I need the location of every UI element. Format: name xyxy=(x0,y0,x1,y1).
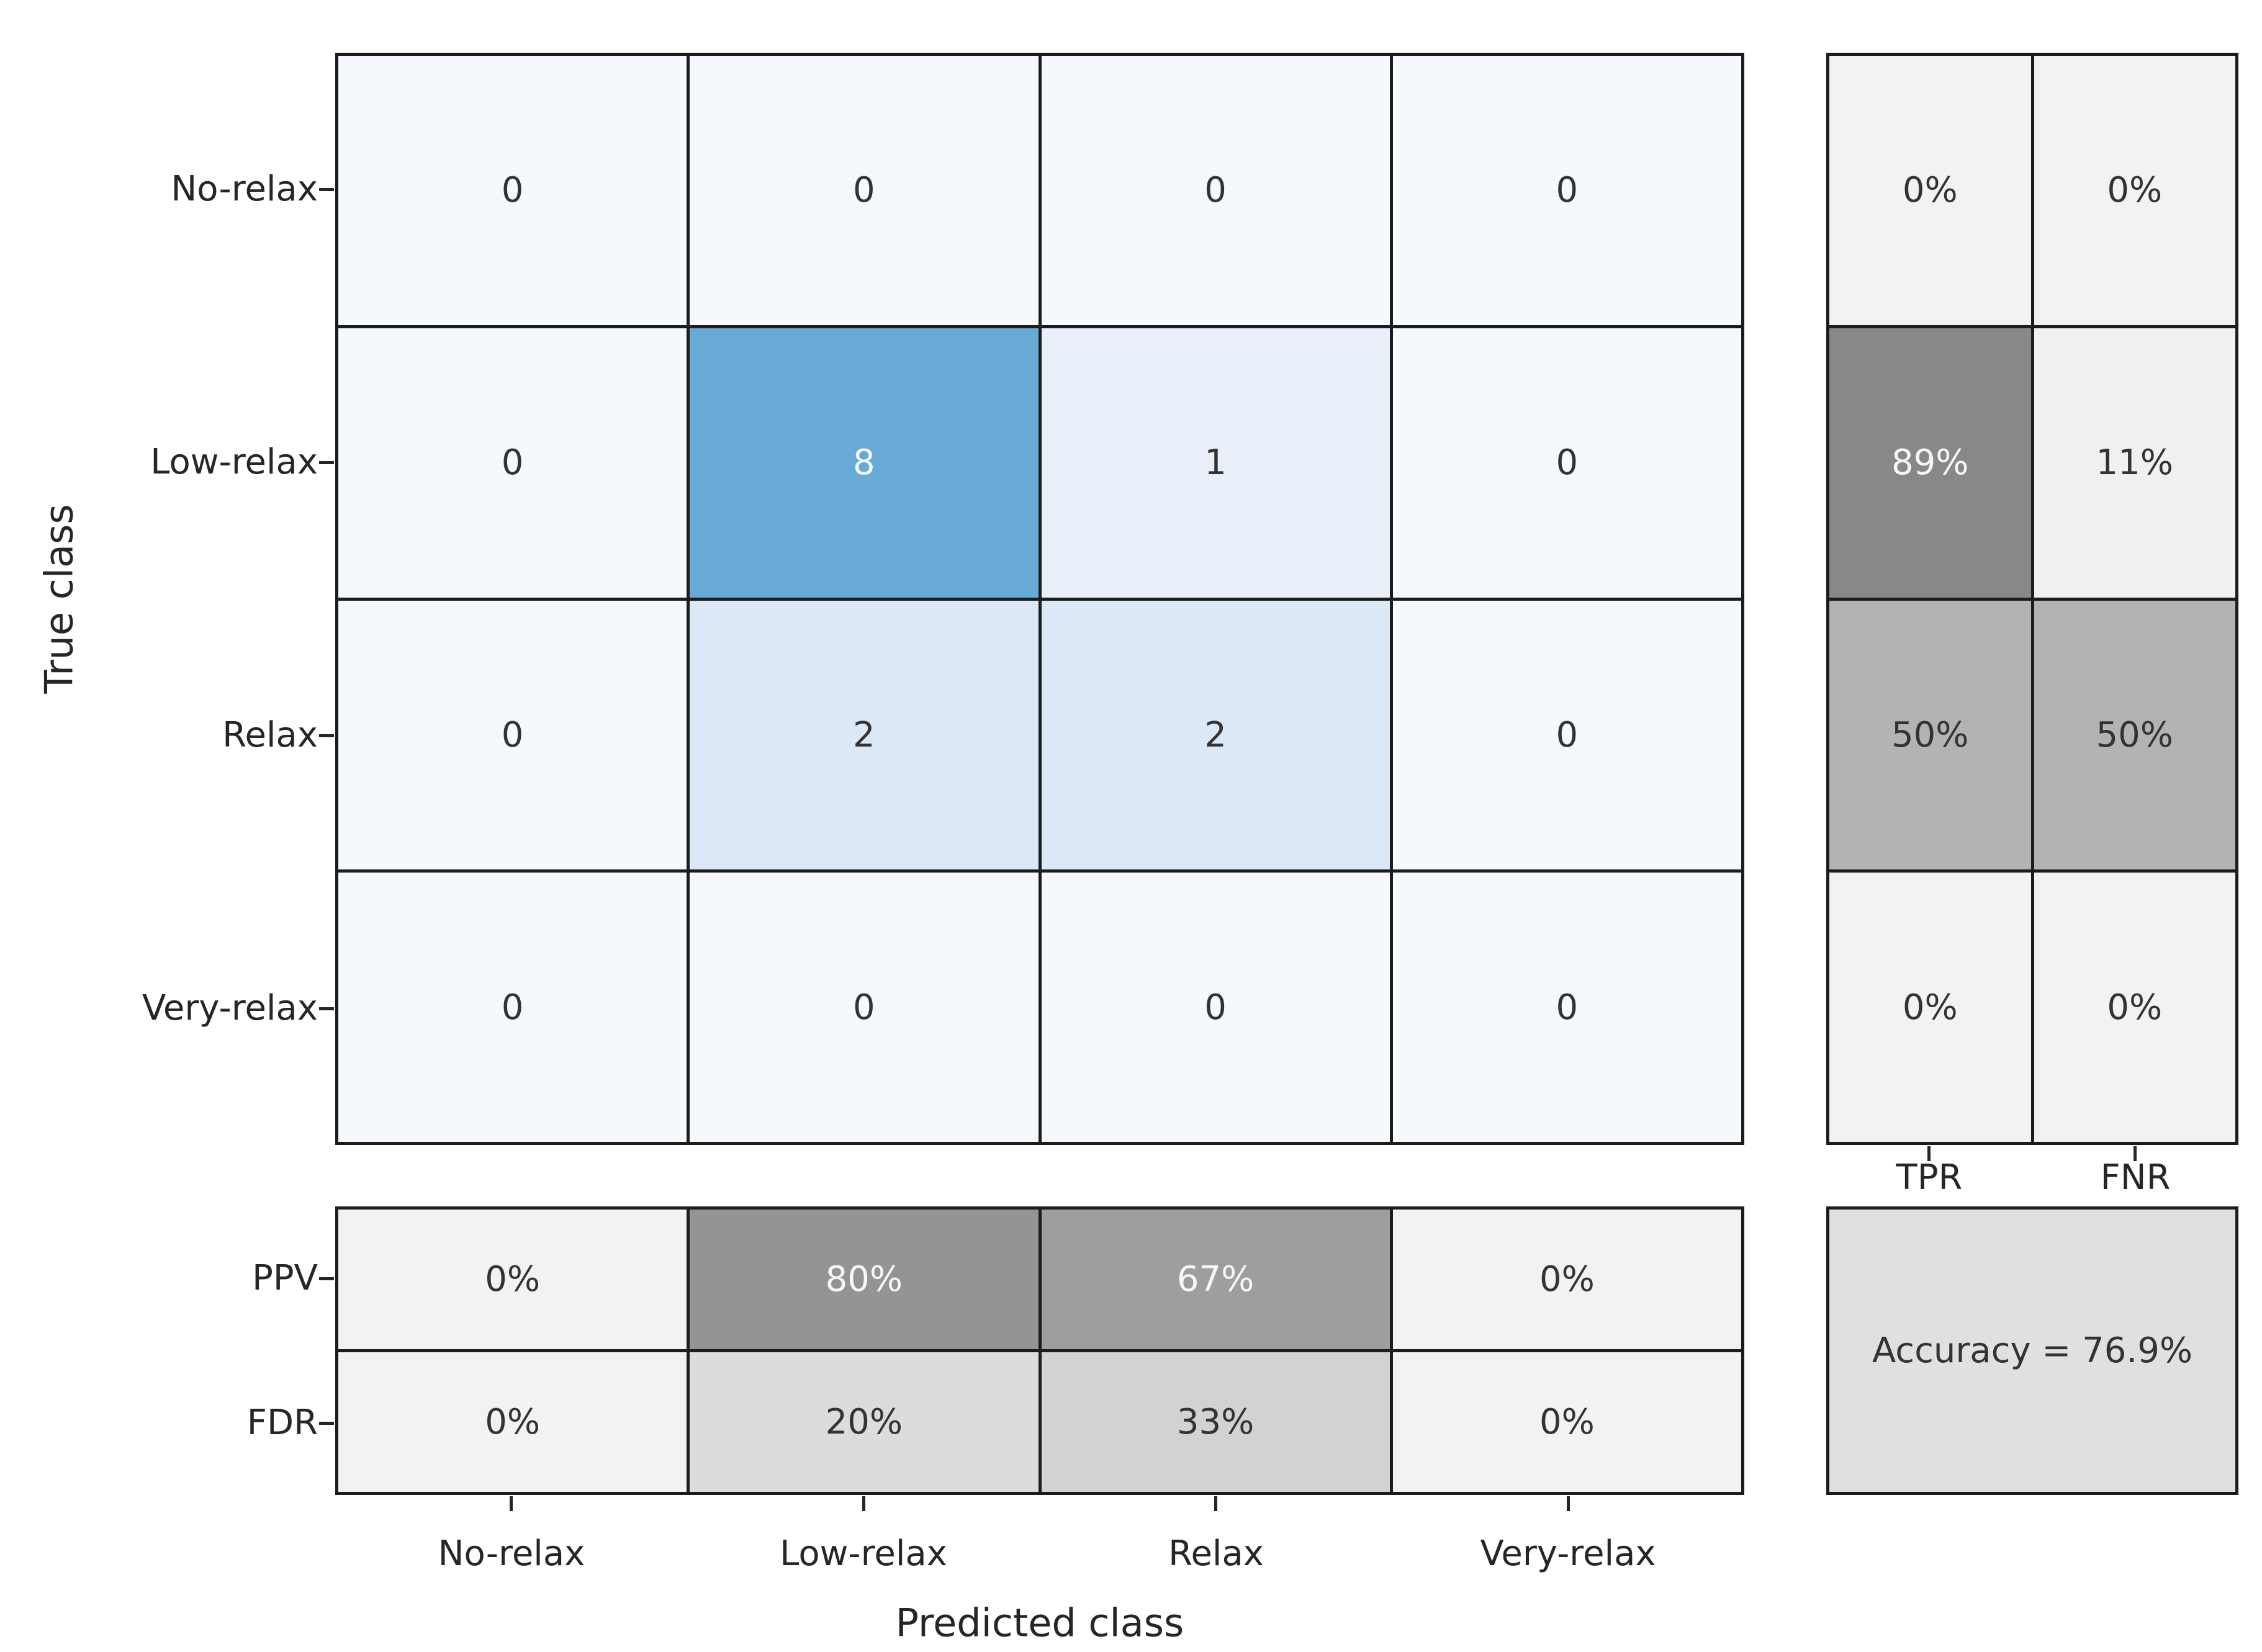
fdr-cell-c3: 0% xyxy=(1392,1352,1741,1492)
fdr-tick-mark xyxy=(319,1422,334,1425)
fnr-tick-mark xyxy=(2134,1146,2137,1161)
x-tick-label-relax: Relax xyxy=(1168,1533,1264,1574)
fnr-cell-r2: 50% xyxy=(2034,600,2235,870)
cm-cell-r3-c3: 0 xyxy=(1392,873,1741,1142)
tpr-cell-r3: 0% xyxy=(1829,873,2031,1142)
fdr-cell-c2: 33% xyxy=(1041,1352,1390,1492)
ppv-tick-mark xyxy=(319,1277,334,1280)
cm-cell-r1-c2: 1 xyxy=(1041,328,1390,598)
fdr-row-label: FDR xyxy=(246,1403,318,1443)
y-axis-title: True class xyxy=(36,504,82,694)
y-tick-mark xyxy=(319,734,334,737)
ppv-cell-c3: 0% xyxy=(1392,1210,1741,1349)
tpr-fnr-panel: 0% 0% 89% 11% 50% 50% 0% 0% xyxy=(1826,53,2238,1145)
cm-cell-r1-c3: 0 xyxy=(1392,328,1741,598)
y-tick-mark xyxy=(319,461,334,464)
x-tick-mark xyxy=(862,1496,865,1511)
tpr-cell-r2: 50% xyxy=(1829,600,2031,870)
tpr-tick-mark xyxy=(1927,1146,1931,1161)
cm-cell-r3-c1: 0 xyxy=(690,873,1039,1142)
cm-cell-r0-c1: 0 xyxy=(690,56,1039,325)
ppv-row-label: PPV xyxy=(252,1258,318,1298)
y-tick-label-very-relax: Very-relax xyxy=(142,988,318,1028)
x-tick-mark xyxy=(1567,1496,1570,1511)
cm-cell-r2-c3: 0 xyxy=(1392,600,1741,870)
x-tick-mark xyxy=(510,1496,513,1511)
y-tick-mark xyxy=(319,1007,334,1010)
y-tick-label-low-relax: Low-relax xyxy=(150,442,318,482)
x-tick-label-low-relax: Low-relax xyxy=(780,1533,947,1574)
cm-cell-r0-c3: 0 xyxy=(1392,56,1741,325)
cm-cell-r1-c0: 0 xyxy=(338,328,687,598)
fnr-cell-r3: 0% xyxy=(2034,873,2235,1142)
fnr-cell-r1: 11% xyxy=(2034,328,2235,598)
cm-cell-r1-c1: 8 xyxy=(690,328,1039,598)
cm-cell-r0-c2: 0 xyxy=(1041,56,1390,325)
x-tick-mark xyxy=(1214,1496,1217,1511)
fdr-cell-c1: 20% xyxy=(690,1352,1039,1492)
cm-cell-r0-c0: 0 xyxy=(338,56,687,325)
x-tick-label-very-relax: Very-relax xyxy=(1480,1533,1656,1574)
cm-cell-r3-c2: 0 xyxy=(1041,873,1390,1142)
fdr-cell-c0: 0% xyxy=(338,1352,687,1492)
x-tick-label-no-relax: No-relax xyxy=(438,1533,585,1574)
ppv-cell-c0: 0% xyxy=(338,1210,687,1349)
cm-cell-r2-c0: 0 xyxy=(338,600,687,870)
ppv-cell-c2: 67% xyxy=(1041,1210,1390,1349)
y-tick-label-no-relax: No-relax xyxy=(171,169,318,209)
ppv-cell-c1: 80% xyxy=(690,1210,1039,1349)
ppv-fdr-panel: 0% 80% 67% 0% 0% 20% 33% 0% xyxy=(335,1206,1744,1495)
cm-cell-r2-c1: 2 xyxy=(690,600,1039,870)
fnr-column-label: FNR xyxy=(2100,1157,2171,1198)
tpr-cell-r1: 89% xyxy=(1829,328,2031,598)
fnr-cell-r0: 0% xyxy=(2034,56,2235,325)
y-tick-label-relax: Relax xyxy=(222,715,318,755)
y-tick-mark xyxy=(319,188,334,191)
tpr-column-label: TPR xyxy=(1896,1157,1963,1198)
confusion-matrix-grid: 0 0 0 0 0 8 1 0 0 2 2 0 0 0 0 0 xyxy=(335,53,1744,1145)
accuracy-box: Accuracy = 76.9% xyxy=(1826,1206,2238,1495)
tpr-cell-r0: 0% xyxy=(1829,56,2031,325)
cm-cell-r3-c0: 0 xyxy=(338,873,687,1142)
x-axis-title: Predicted class xyxy=(895,1600,1184,1646)
cm-cell-r2-c2: 2 xyxy=(1041,600,1390,870)
accuracy-label: Accuracy = 76.9% xyxy=(1872,1331,2193,1371)
